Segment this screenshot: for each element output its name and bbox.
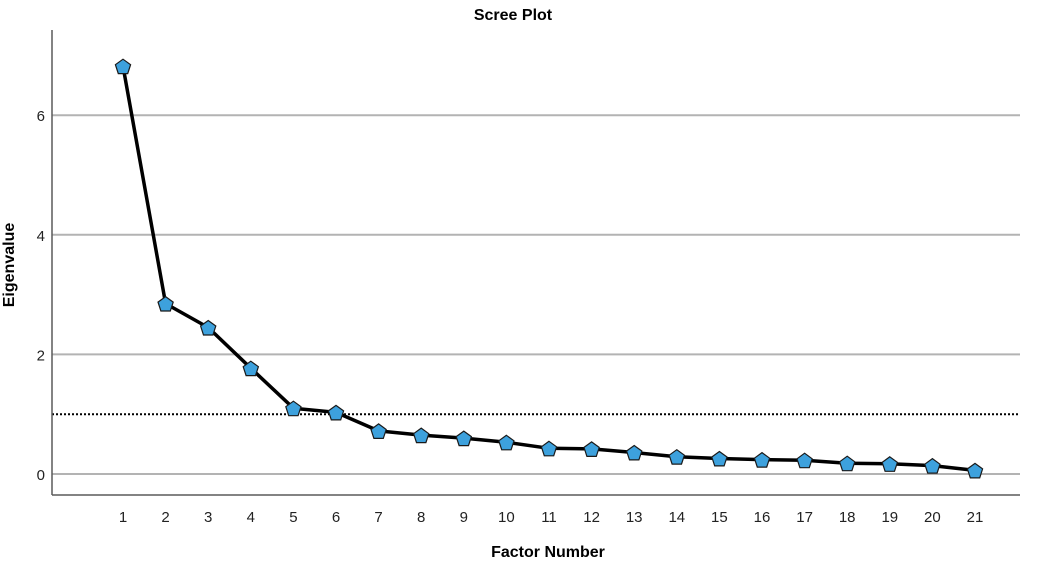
x-tick-label: 9 [460, 509, 468, 526]
x-tick-label: 4 [247, 509, 255, 526]
x-axis-title: Factor Number [491, 544, 605, 561]
axes [51, 30, 1020, 496]
x-tick-label: 19 [881, 509, 898, 526]
y-tick-labels: 0 2 4 6 [37, 108, 45, 484]
x-tick-label: 16 [754, 509, 771, 526]
data-point-marker [668, 448, 686, 465]
chart-title: Scree Plot [474, 7, 553, 24]
series-line [121, 65, 976, 473]
x-tick-label: 7 [374, 509, 382, 526]
data-point-marker [924, 457, 941, 474]
data-point-marker [881, 456, 899, 472]
y-tick-label: 4 [37, 228, 45, 245]
data-point-marker [838, 455, 856, 472]
x-tick-label: 6 [332, 509, 340, 526]
x-tick-label: 18 [839, 509, 856, 526]
x-tick-label: 5 [289, 509, 297, 526]
y-tick-label: 2 [37, 347, 45, 364]
y-tick-label: 0 [37, 467, 45, 484]
x-tick-label: 3 [204, 509, 212, 526]
x-tick-label: 21 [967, 509, 984, 526]
x-tick-label: 14 [668, 509, 685, 526]
data-point-marker [796, 452, 813, 469]
x-tick-label: 8 [417, 509, 425, 526]
data-point-marker [285, 400, 302, 417]
data-point-marker [114, 58, 132, 75]
x-tick-label: 10 [498, 509, 515, 526]
y-tick-label: 6 [37, 108, 45, 125]
data-point-marker [498, 434, 515, 451]
data-point-marker [370, 423, 387, 439]
x-tick-label: 11 [541, 509, 557, 526]
series-line-path [121, 65, 976, 473]
data-point-marker [625, 444, 643, 461]
x-tick-label: 12 [583, 509, 600, 526]
data-point-marker [753, 451, 771, 468]
x-tick-label: 17 [796, 509, 813, 526]
data-point-marker [711, 450, 728, 467]
data-point-marker [157, 295, 174, 312]
x-tick-label: 20 [924, 509, 941, 526]
data-point-marker [455, 430, 473, 447]
data-point-marker [540, 440, 558, 457]
x-tick-label: 13 [626, 509, 643, 526]
data-point-marker [242, 360, 260, 377]
x-tick-label: 15 [711, 509, 728, 526]
grid-lines [52, 114, 1020, 475]
x-tick-label: 1 [119, 509, 127, 526]
data-point-marker [327, 404, 345, 421]
y-axis-title: Eigenvalue [1, 223, 18, 308]
data-point-marker [583, 441, 600, 457]
data-points [114, 58, 984, 479]
data-point-marker [412, 427, 430, 444]
data-point-marker [199, 319, 217, 336]
x-tick-labels: 1 2 3 4 5 6 7 8 9 10 11 12 13 14 15 16 17 18 19 20 21 [119, 509, 984, 526]
x-tick-label: 2 [161, 509, 169, 526]
data-point-marker [966, 462, 984, 479]
